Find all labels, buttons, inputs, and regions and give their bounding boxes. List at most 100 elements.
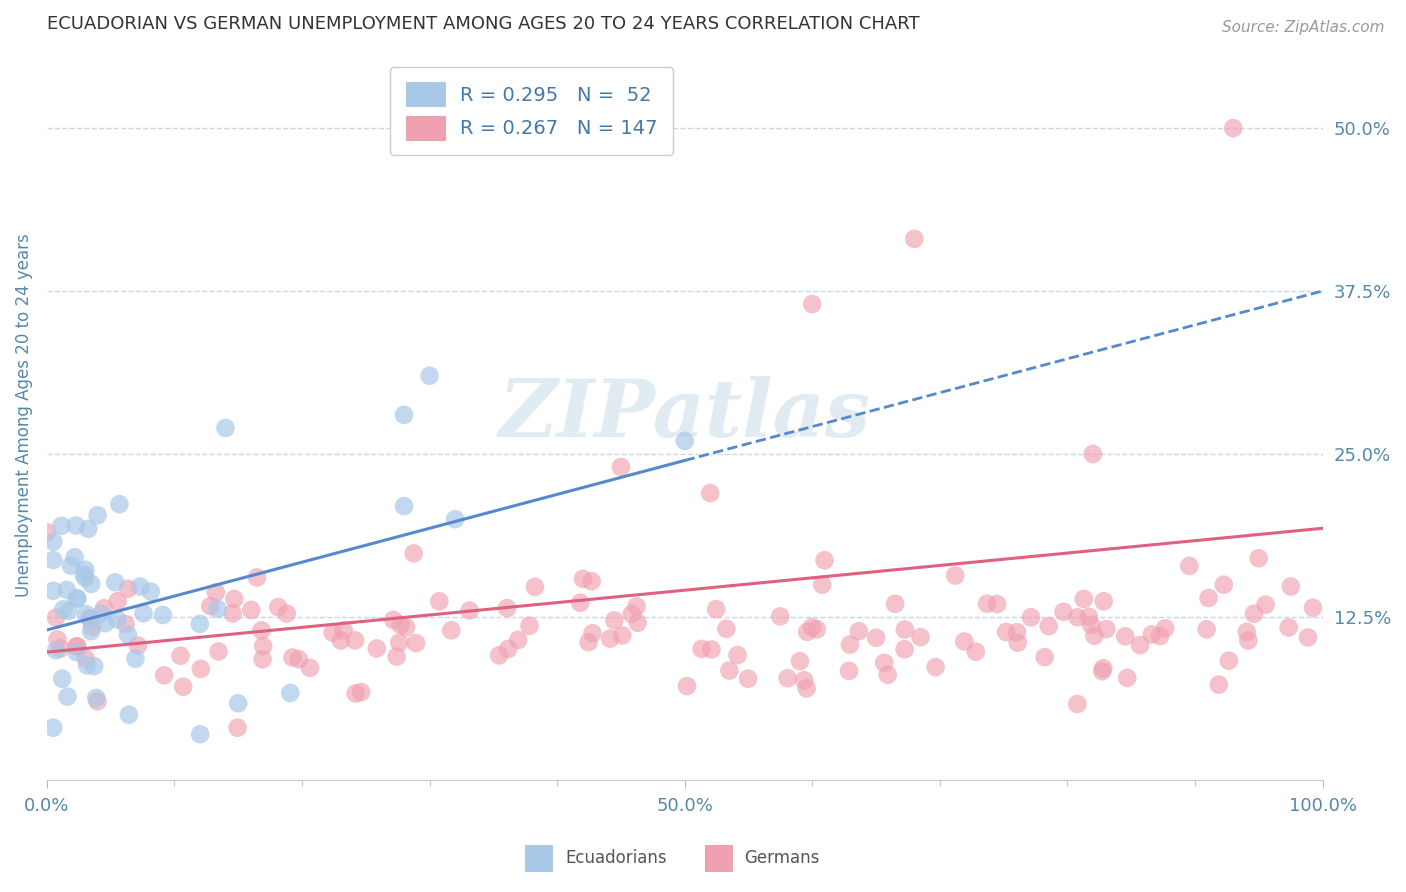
Legend: R = 0.295   N =  52, R = 0.267   N = 147: R = 0.295 N = 52, R = 0.267 N = 147: [389, 67, 673, 155]
Point: [108, 497, 131, 511]
Point: [107, 613, 129, 627]
Point: [1073, 591, 1095, 606]
Point: [1149, 629, 1171, 643]
Point: [953, 634, 976, 648]
Point: [188, 616, 211, 631]
Point: [610, 460, 633, 475]
Point: [1222, 121, 1244, 136]
Point: [1005, 625, 1028, 640]
Point: [83, 659, 105, 673]
Point: [1077, 610, 1099, 624]
Point: [995, 624, 1018, 639]
Point: [848, 624, 870, 639]
Point: [813, 553, 835, 567]
Point: [58, 604, 80, 618]
Point: [385, 649, 408, 664]
Point: [332, 624, 354, 638]
Point: [884, 597, 907, 611]
Point: [699, 486, 721, 500]
Point: [1080, 618, 1102, 632]
Text: ZIPatlas: ZIPatlas: [499, 376, 870, 454]
Point: [1092, 661, 1115, 675]
Point: [93, 601, 115, 615]
Point: [49, 641, 72, 656]
Point: [676, 679, 699, 693]
Point: [59, 558, 82, 573]
Point: [965, 645, 987, 659]
Point: [1198, 591, 1220, 605]
Point: [45, 643, 67, 657]
Point: [1236, 624, 1258, 639]
Point: [350, 685, 373, 699]
Point: [402, 546, 425, 560]
Y-axis label: Unemployment Among Ages 20 to 24 years: Unemployment Among Ages 20 to 24 years: [15, 233, 32, 597]
Point: [252, 639, 274, 653]
Point: [838, 664, 860, 678]
Point: [344, 633, 367, 648]
Text: Source: ZipAtlas.com: Source: ZipAtlas.com: [1222, 20, 1385, 35]
Point: [1140, 627, 1163, 641]
Point: [769, 609, 792, 624]
Point: [1302, 600, 1324, 615]
Point: [690, 642, 713, 657]
Point: [718, 664, 741, 678]
Point: [599, 632, 621, 646]
Point: [76, 658, 98, 673]
Point: [366, 641, 388, 656]
Point: [427, 594, 450, 608]
Point: [581, 626, 603, 640]
Point: [66, 640, 89, 654]
Point: [240, 603, 263, 617]
Point: [226, 696, 249, 710]
Point: [65, 640, 87, 654]
Point: [496, 601, 519, 615]
Point: [801, 620, 824, 634]
Point: [1278, 620, 1301, 634]
Point: [65, 518, 87, 533]
Point: [1091, 664, 1114, 678]
Point: [224, 592, 246, 607]
Point: [222, 607, 245, 621]
Point: [793, 673, 815, 688]
Point: [42, 553, 65, 567]
Point: [75, 651, 97, 665]
Point: [104, 575, 127, 590]
Point: [1178, 558, 1201, 573]
Point: [704, 602, 727, 616]
Point: [278, 686, 301, 700]
Point: [523, 580, 546, 594]
Point: [388, 635, 411, 649]
Point: [1116, 671, 1139, 685]
Point: [153, 668, 176, 682]
Point: [395, 620, 418, 634]
Point: [205, 585, 228, 599]
Point: [865, 631, 887, 645]
Point: [796, 624, 818, 639]
Point: [389, 617, 412, 632]
Point: [226, 721, 249, 735]
Point: [419, 368, 441, 383]
Point: [673, 434, 696, 448]
Point: [1038, 619, 1060, 633]
Point: [581, 574, 603, 589]
Point: [626, 599, 648, 614]
Point: [873, 656, 896, 670]
Point: [811, 577, 834, 591]
Point: [94, 616, 117, 631]
Point: [117, 582, 139, 596]
Point: [627, 615, 650, 630]
Point: [169, 648, 191, 663]
Point: [603, 613, 626, 627]
Point: [35, 525, 58, 540]
Point: [344, 686, 367, 700]
Point: [1247, 551, 1270, 566]
Point: [1243, 607, 1265, 621]
Point: [1129, 638, 1152, 652]
Point: [1114, 629, 1136, 643]
Point: [250, 624, 273, 638]
Point: [77, 522, 100, 536]
Point: [392, 408, 415, 422]
Point: [65, 591, 87, 606]
Point: [75, 571, 97, 585]
Point: [299, 661, 322, 675]
